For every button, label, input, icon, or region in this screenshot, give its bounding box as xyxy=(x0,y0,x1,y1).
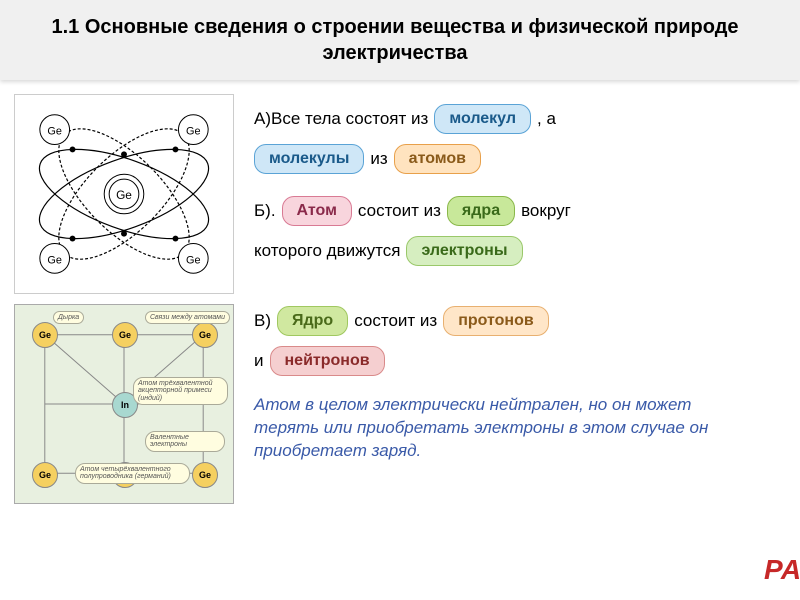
lattice-callout: Валентные электроны xyxy=(145,431,225,452)
statement-b-line1: Б). Атом состоит из ядра вокруг xyxy=(254,196,780,226)
text-a-prefix: А)Все тела состоят из xyxy=(254,109,428,129)
text-a-mid: , а xyxy=(537,109,556,129)
lattice-callout: Дырка xyxy=(53,311,84,324)
svg-text:Ge: Ge xyxy=(116,188,132,202)
lattice-node: Ge xyxy=(32,322,58,348)
svg-text:Ge: Ge xyxy=(47,126,62,138)
corner-logo: РА xyxy=(764,554,800,594)
chip-nucleus: ядра xyxy=(447,196,515,226)
text-b-mid2: вокруг xyxy=(521,201,571,221)
atom-orbital-diagram: Ge Ge Ge Ge Ge xyxy=(14,94,234,294)
chip-molecules-2: молекулы xyxy=(254,144,364,174)
text-v-prefix: В) xyxy=(254,311,271,331)
chip-nucleus-2: Ядро xyxy=(277,306,348,336)
title-bar: 1.1 Основные сведения о строении веществ… xyxy=(0,0,800,80)
lattice-node: Ge xyxy=(32,462,58,488)
text-v-mid: состоит из xyxy=(354,311,437,331)
lattice-callout: Связи между атомами xyxy=(145,311,230,324)
statement-a-line2: молекулы из атомов xyxy=(254,144,780,174)
text-b-line2a: которого движутся xyxy=(254,241,400,261)
text-b-mid: состоит из xyxy=(358,201,441,221)
text-v-line2a: и xyxy=(254,351,264,371)
lattice-node: Ge xyxy=(112,322,138,348)
statement-b-line2: которого движутся электроны xyxy=(254,236,780,266)
lattice-callout: Атом трёхвалентной акцепторной примеси (… xyxy=(133,377,228,405)
chip-atom: Атом xyxy=(282,196,352,226)
text-column: А)Все тела состоят из молекул , а молеку… xyxy=(254,94,780,376)
chip-electrons: электроны xyxy=(406,236,522,266)
chip-neutrons: нейтронов xyxy=(270,346,385,376)
statement-a-line1: А)Все тела состоят из молекул , а xyxy=(254,104,780,134)
svg-text:Ge: Ge xyxy=(186,126,201,138)
content-area: Ge Ge Ge Ge Ge xyxy=(0,80,800,473)
svg-text:Ge: Ge xyxy=(47,254,62,266)
page-title: 1.1 Основные сведения о строении веществ… xyxy=(30,14,760,66)
lattice-diagram: Ge Ge Ge In Ge Ge Ge Дырка Связи между а… xyxy=(14,304,234,504)
chip-molecules: молекул xyxy=(434,104,531,134)
chip-atoms: атомов xyxy=(394,144,481,174)
left-column: Ge Ge Ge Ge Ge xyxy=(14,94,234,504)
chip-protons: протонов xyxy=(443,306,548,336)
statement-v-line1: В) Ядро состоит из протонов xyxy=(254,306,780,336)
lattice-node: Ge xyxy=(192,462,218,488)
statement-v-line2: и нейтронов xyxy=(254,346,780,376)
footnote-text: Атом в целом электрически нейтрален, но … xyxy=(254,394,780,463)
text-a-mid2: из xyxy=(370,149,387,169)
lattice-node: Ge xyxy=(192,322,218,348)
svg-text:Ge: Ge xyxy=(186,254,201,266)
text-b-prefix: Б). xyxy=(254,201,276,221)
lattice-callout: Атом четырёхвалентного полупроводника (г… xyxy=(75,463,190,484)
